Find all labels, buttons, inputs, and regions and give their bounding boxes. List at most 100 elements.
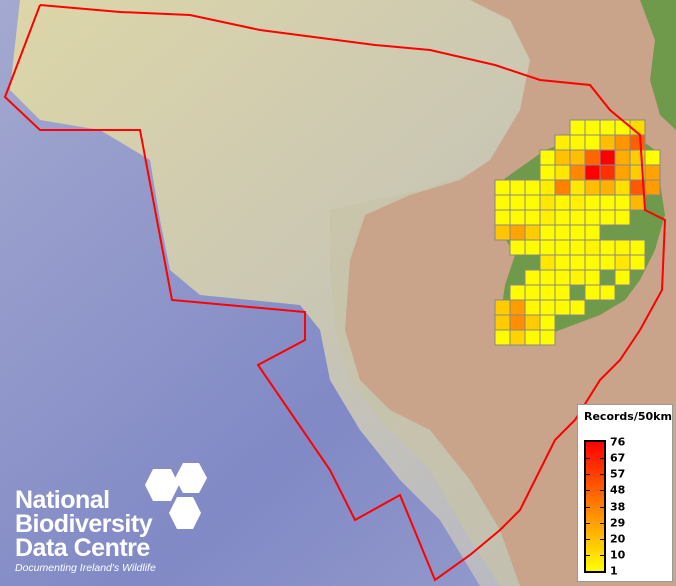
grid-cell[interactable] [539, 239, 556, 256]
grid-cell[interactable] [554, 194, 571, 211]
grid-cell[interactable] [554, 134, 571, 151]
grid-cell[interactable] [569, 149, 586, 166]
grid-cell[interactable] [539, 314, 556, 331]
grid-cell[interactable] [644, 164, 661, 181]
grid-cell[interactable] [524, 284, 541, 301]
grid-cell[interactable] [629, 134, 646, 151]
grid-cell[interactable] [509, 239, 526, 256]
grid-cell[interactable] [494, 299, 511, 316]
grid-cell[interactable] [554, 254, 571, 271]
grid-cell[interactable] [584, 179, 601, 196]
grid-cell[interactable] [569, 299, 586, 316]
grid-cell[interactable] [644, 179, 661, 196]
grid-cell[interactable] [554, 179, 571, 196]
grid-cell[interactable] [614, 269, 631, 286]
grid-cell[interactable] [599, 239, 616, 256]
grid-cell[interactable] [584, 254, 601, 271]
grid-cell[interactable] [554, 269, 571, 286]
grid-cell[interactable] [569, 224, 586, 241]
grid-cell[interactable] [614, 254, 631, 271]
grid-cell[interactable] [524, 269, 541, 286]
grid-cell[interactable] [584, 224, 601, 241]
grid-cell[interactable] [569, 209, 586, 226]
grid-cell[interactable] [554, 299, 571, 316]
grid-cell[interactable] [569, 164, 586, 181]
grid-cell[interactable] [539, 299, 556, 316]
grid-cell[interactable] [554, 284, 571, 301]
grid-cell[interactable] [509, 314, 526, 331]
grid-cell[interactable] [524, 179, 541, 196]
grid-cell[interactable] [539, 284, 556, 301]
grid-cell[interactable] [599, 164, 616, 181]
grid-cell[interactable] [584, 194, 601, 211]
grid-cell[interactable] [509, 209, 526, 226]
grid-cell[interactable] [584, 269, 601, 286]
grid-cell[interactable] [599, 149, 616, 166]
grid-cell[interactable] [539, 179, 556, 196]
grid-cell[interactable] [569, 239, 586, 256]
grid-cell[interactable] [524, 299, 541, 316]
grid-cell[interactable] [614, 239, 631, 256]
grid-cell[interactable] [494, 179, 511, 196]
grid-cell[interactable] [569, 119, 586, 136]
grid-cell[interactable] [569, 269, 586, 286]
grid-cell[interactable] [494, 224, 511, 241]
grid-cell[interactable] [614, 149, 631, 166]
grid-cell[interactable] [599, 119, 616, 136]
grid-cell[interactable] [494, 329, 511, 346]
grid-cell[interactable] [539, 224, 556, 241]
grid-cell[interactable] [494, 209, 511, 226]
grid-cell[interactable] [494, 194, 511, 211]
grid-cell[interactable] [509, 329, 526, 346]
grid-cell[interactable] [539, 329, 556, 346]
grid-cell[interactable] [554, 164, 571, 181]
grid-cell[interactable] [524, 209, 541, 226]
grid-cell[interactable] [614, 164, 631, 181]
grid-cell[interactable] [629, 194, 646, 211]
grid-cell[interactable] [599, 284, 616, 301]
grid-cell[interactable] [539, 194, 556, 211]
grid-cell[interactable] [554, 149, 571, 166]
grid-cell[interactable] [554, 239, 571, 256]
grid-cell[interactable] [599, 194, 616, 211]
grid-cell[interactable] [584, 209, 601, 226]
grid-cell[interactable] [539, 164, 556, 181]
grid-cell[interactable] [539, 209, 556, 226]
grid-cell[interactable] [599, 179, 616, 196]
grid-cell[interactable] [569, 134, 586, 151]
grid-cell[interactable] [554, 224, 571, 241]
grid-cell[interactable] [584, 239, 601, 256]
grid-cell[interactable] [509, 194, 526, 211]
grid-cell[interactable] [584, 164, 601, 181]
grid-cell[interactable] [584, 149, 601, 166]
grid-cell[interactable] [509, 299, 526, 316]
grid-cell[interactable] [614, 134, 631, 151]
grid-cell[interactable] [524, 194, 541, 211]
grid-cell[interactable] [629, 254, 646, 271]
grid-cell[interactable] [539, 254, 556, 271]
grid-cell[interactable] [539, 149, 556, 166]
grid-cell[interactable] [614, 119, 631, 136]
grid-cell[interactable] [524, 314, 541, 331]
grid-cell[interactable] [584, 284, 601, 301]
grid-cell[interactable] [584, 119, 601, 136]
grid-cell[interactable] [599, 209, 616, 226]
grid-cell[interactable] [524, 239, 541, 256]
grid-cell[interactable] [539, 269, 556, 286]
grid-cell[interactable] [569, 179, 586, 196]
grid-cell[interactable] [614, 179, 631, 196]
grid-cell[interactable] [614, 194, 631, 211]
grid-cell[interactable] [554, 209, 571, 226]
grid-cell[interactable] [599, 134, 616, 151]
grid-cell[interactable] [494, 314, 511, 331]
grid-cell[interactable] [524, 224, 541, 241]
grid-cell[interactable] [524, 329, 541, 346]
grid-cell[interactable] [584, 134, 601, 151]
grid-cell[interactable] [599, 254, 616, 271]
grid-cell[interactable] [644, 149, 661, 166]
grid-cell[interactable] [509, 224, 526, 241]
grid-cell[interactable] [614, 209, 631, 226]
grid-cell[interactable] [629, 239, 646, 256]
grid-cell[interactable] [569, 254, 586, 271]
grid-cell[interactable] [509, 284, 526, 301]
